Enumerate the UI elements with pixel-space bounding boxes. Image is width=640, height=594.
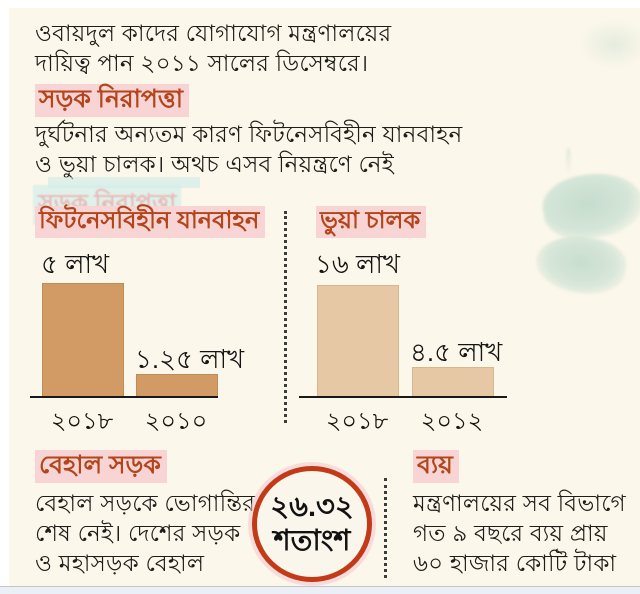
- bar-fake-2018: [317, 285, 399, 397]
- section-heading-expenditure: ব্যয়: [413, 450, 459, 483]
- bar-value-label: ৪.৫ লাখ: [410, 337, 503, 367]
- section-heading-bad-roads: বেহাল সড়ক: [35, 450, 167, 483]
- watercolor-drip: [566, 148, 571, 176]
- expenditure-line-3: ৬০ হাজার কোটি টাকা: [413, 550, 617, 576]
- page-bottom-strip: [0, 586, 640, 594]
- x-tick-label: ২০১২: [420, 408, 484, 435]
- expenditure-line-2: গত ৯ বছরে ব্যয় প্রায়: [413, 520, 608, 546]
- bad-roads-line-3: ও মহাসড়ক বেহাল: [35, 550, 205, 576]
- bar-fake-2012: [412, 367, 494, 397]
- badge-unit: শতাংশ: [273, 525, 351, 557]
- chart-title-unfit-vehicles: ফিটনেসবিহীন যানবাহন: [35, 206, 266, 238]
- bar-value-label: ১.২৫ লাখ: [135, 344, 245, 374]
- road-safety-body-2: ও ভুয়া চালক। অথচ এসব নিয়ন্ত্রণে নেই: [35, 151, 394, 177]
- percentage-badge: ২৬.৩২ শতাংশ: [252, 466, 372, 582]
- x-tick-label: ২০১৮: [50, 408, 114, 435]
- bar-value-label: ১৬ লাখ: [315, 249, 400, 279]
- x-tick-label: ২০১৮: [325, 408, 389, 435]
- bar-unfit-2018: [42, 283, 124, 397]
- road-safety-body-1: দুর্ঘটনার অন্যতম কারণ ফিটনেসবিহীন যানবাহ…: [35, 121, 463, 147]
- section-heading-road-safety: সড়ক নিরাপত্তা: [35, 84, 189, 117]
- bad-roads-line-2: শেষ নেই। দেশের সড়ক: [35, 520, 241, 546]
- badge-value: ২৬.৩২: [270, 491, 354, 523]
- bottom-divider-dotted: [384, 478, 387, 578]
- chart-title-fake-drivers: ভুয়া চালক: [316, 206, 427, 238]
- expenditure-line-1: মন্ত্রণালয়ের সব বিভাগে: [413, 490, 626, 516]
- x-tick-label: ২০১০: [144, 408, 208, 435]
- bar-value-label: ৫ লাখ: [41, 249, 110, 279]
- bad-roads-line-1: বেহাল সড়কে ভোগান্তির: [35, 490, 256, 516]
- watercolor-blot-top-corner: [583, 22, 640, 66]
- intro-line-1: ওবায়দুল কাদের যোগাযোগ মন্ত্রণালয়ের: [35, 20, 392, 46]
- print-ghost-band: [48, 177, 200, 188]
- x-axis-left-chart: [30, 396, 218, 398]
- intro-line-2: দায়িত্ব পান ২০১১ সালের ডিসেম্বরে।: [35, 50, 369, 76]
- bar-unfit-2010: [136, 374, 218, 397]
- chart-divider-dotted: [284, 211, 287, 423]
- x-axis-right-chart: [299, 396, 507, 398]
